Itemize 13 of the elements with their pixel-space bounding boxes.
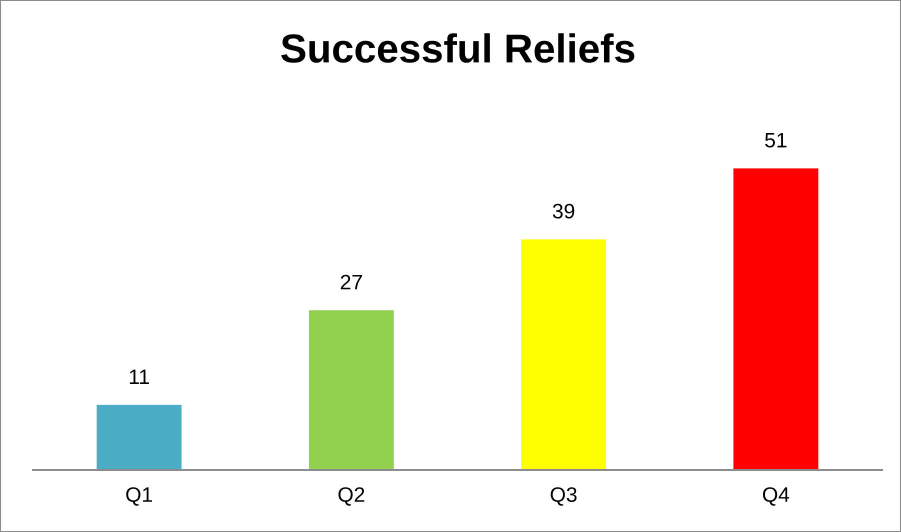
bar [308, 310, 394, 470]
x-tick-label: Q1 [126, 487, 152, 506]
data-label: 39 [552, 204, 574, 219]
x-tick-label: Q4 [762, 487, 790, 506]
chart-title: Successful Reliefs [281, 33, 634, 63]
bar [521, 239, 606, 470]
bar [96, 404, 182, 470]
x-tick-label: Q2 [338, 487, 364, 506]
x-tick-label: Q3 [550, 487, 577, 506]
data-label: 51 [765, 133, 786, 148]
data-label: 11 [130, 370, 149, 384]
data-label: 27 [340, 274, 362, 290]
bar [733, 168, 818, 470]
